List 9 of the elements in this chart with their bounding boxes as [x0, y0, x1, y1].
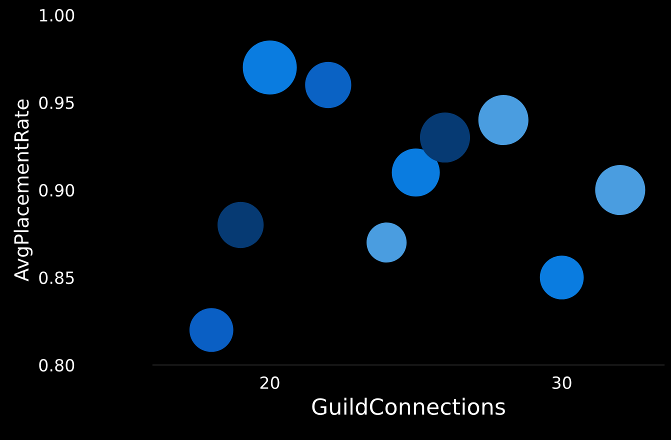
y-tick-label: 0.85 — [39, 271, 74, 284]
x-tick-label: 20 — [260, 376, 280, 390]
y-axis-title: AvgPlacementRate — [14, 99, 33, 282]
y-tick-label: 0.90 — [39, 184, 74, 197]
x-axis-title: GuildConnections — [312, 398, 505, 415]
y-tick-label: 0.80 — [39, 358, 74, 372]
y-tick-label: 0.95 — [39, 96, 74, 110]
x-tick-label: 30 — [552, 376, 572, 390]
y-tick-label: 1.00 — [40, 8, 74, 22]
